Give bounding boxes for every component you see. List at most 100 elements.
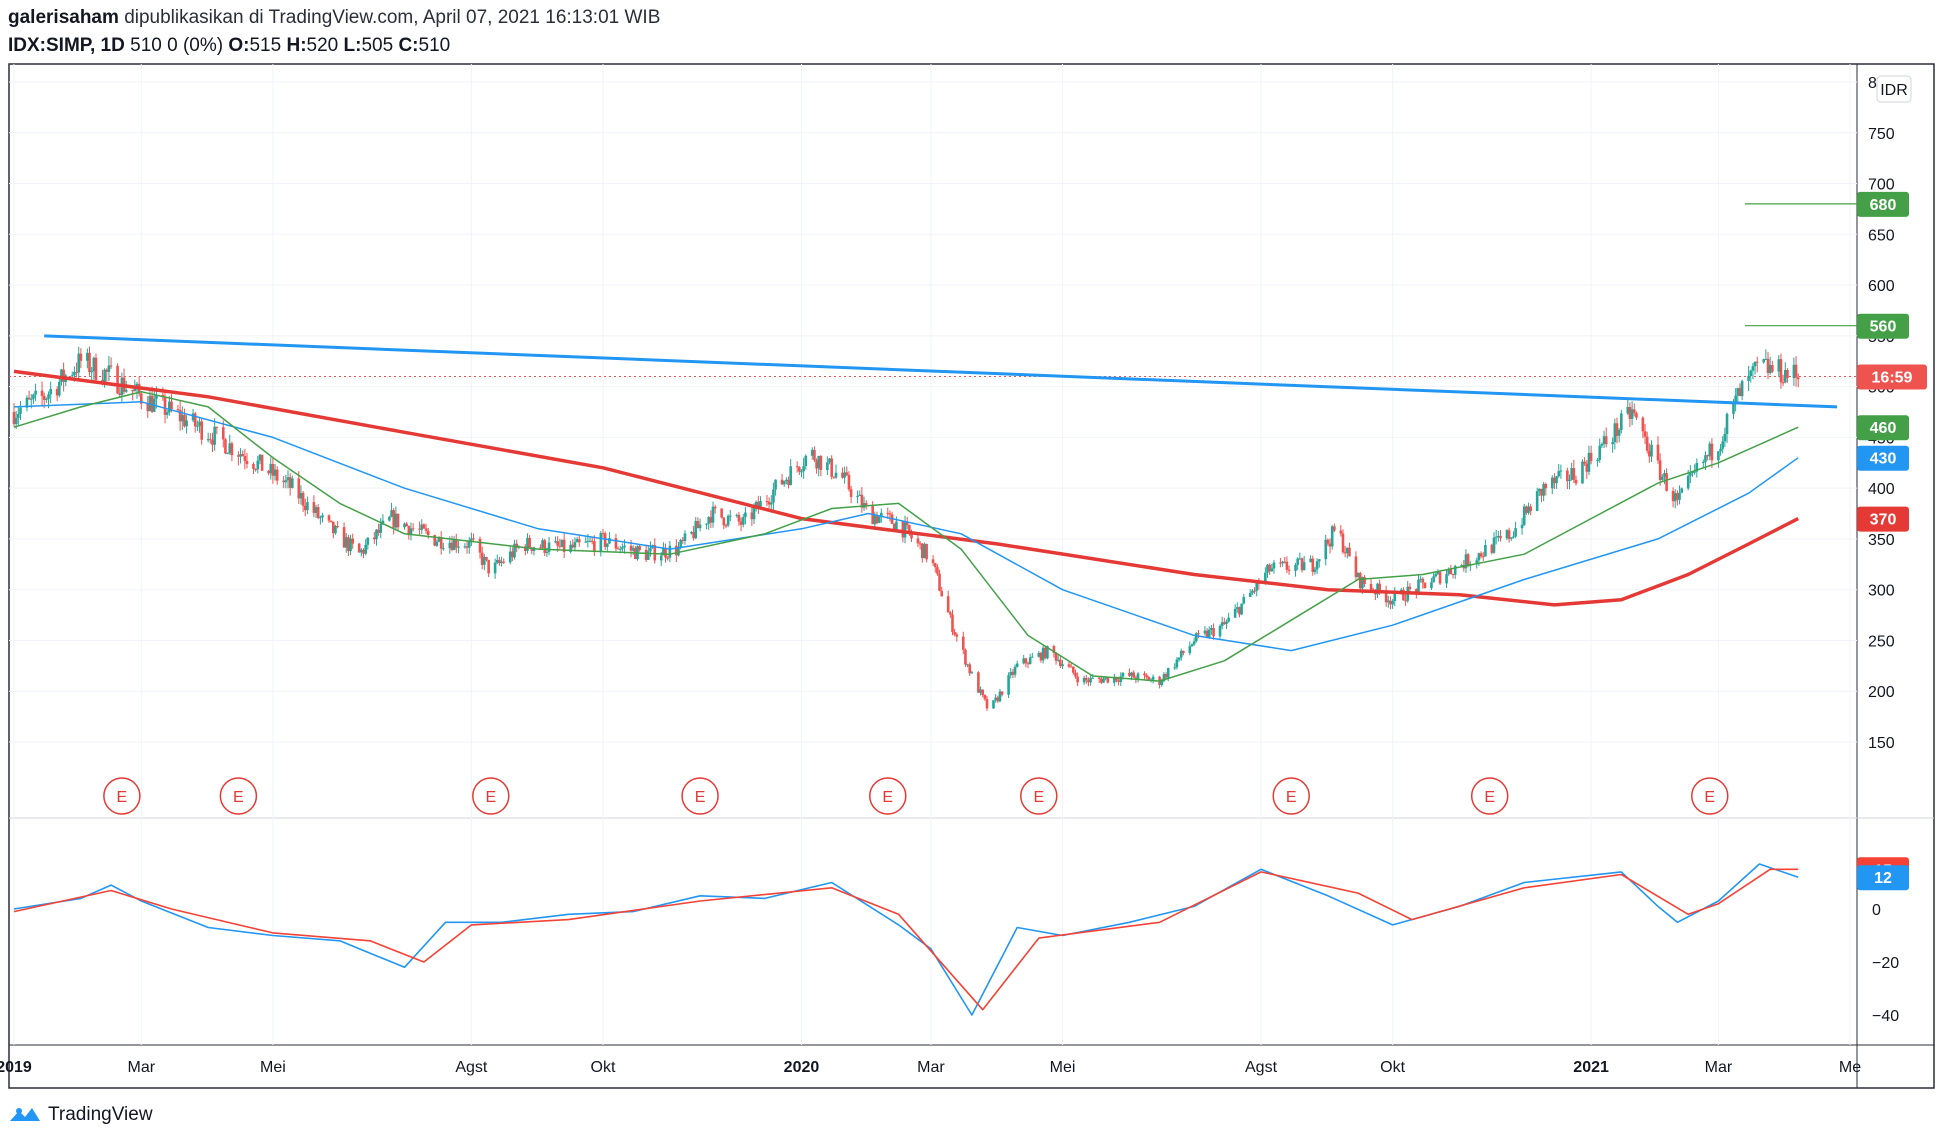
earnings-marker[interactable]: E	[681, 777, 719, 815]
candle-body	[992, 700, 995, 709]
time-tick-label: Agst	[455, 1059, 488, 1076]
footer-brand[interactable]: TradingView	[8, 1104, 153, 1126]
candle-body	[1188, 646, 1192, 654]
earnings-marker[interactable]: E	[1272, 777, 1310, 815]
candle-body	[88, 352, 91, 373]
earnings-marker[interactable]: E	[219, 777, 258, 815]
time-tick-label: Mar	[1705, 1059, 1733, 1076]
candle-body	[1102, 678, 1105, 683]
value-badge-bg	[1857, 415, 1909, 441]
candle-body	[1298, 558, 1302, 560]
candle-body	[1538, 488, 1541, 492]
candle-body	[1220, 622, 1224, 626]
earnings-marker[interactable]: E	[1470, 777, 1509, 815]
candle-body	[631, 548, 635, 551]
candle-body	[258, 454, 262, 461]
candle-body	[1087, 680, 1090, 683]
candle-body	[1673, 493, 1677, 502]
candle-body	[1106, 676, 1110, 683]
candle-body	[314, 507, 318, 513]
candle-body	[1317, 559, 1321, 562]
candle-body	[562, 539, 566, 552]
trendline-layer[interactable]	[44, 334, 1838, 409]
candle-body	[1490, 544, 1494, 553]
candle-body	[875, 515, 879, 523]
earnings-marker[interactable]: E	[103, 777, 141, 815]
candle-body	[299, 492, 303, 499]
candle-body	[1059, 659, 1062, 667]
candle-body	[584, 541, 588, 543]
candle-body	[1415, 589, 1418, 593]
candle-body	[215, 426, 219, 428]
candle-body	[1589, 452, 1593, 462]
candle-body	[1602, 436, 1606, 445]
candle-body	[1084, 677, 1088, 681]
candle-body	[547, 542, 551, 552]
candle-body	[14, 417, 18, 425]
candle-body	[1341, 533, 1345, 553]
candle-body	[606, 543, 609, 547]
candle-body	[1641, 417, 1645, 432]
candle-body	[1067, 664, 1071, 667]
candle-body	[1328, 543, 1332, 547]
candle-body	[282, 480, 285, 483]
candle-body	[879, 512, 883, 517]
candle-body	[892, 523, 896, 531]
candle-body	[726, 516, 730, 526]
candle-body	[1620, 413, 1623, 430]
earnings-marker[interactable]: E	[1020, 777, 1058, 815]
time-tick-label: Me	[1839, 1059, 1861, 1076]
author-name[interactable]: galerisaham	[8, 7, 119, 28]
value-badge-bg	[1857, 191, 1909, 217]
candle-body	[155, 394, 158, 399]
candle-body	[105, 369, 109, 372]
currency-box[interactable]: IDR	[1876, 75, 1912, 103]
candle-body	[817, 456, 821, 469]
candle-body	[1056, 659, 1060, 661]
value-badge-label: 12	[1874, 870, 1892, 887]
earnings-marker[interactable]: E	[869, 777, 907, 815]
candle-body	[1113, 676, 1116, 683]
candle-body	[1613, 423, 1617, 443]
candle-body	[1130, 672, 1133, 676]
candle-body	[502, 561, 506, 563]
candle-body	[800, 471, 803, 473]
candle-body	[845, 472, 849, 475]
time-axis[interactable]: 2019 Mar Mei Agst Okt 2020 Mar Mei Agst Okt 2021 Ma…	[0, 1059, 1861, 1076]
candle-body	[1160, 681, 1164, 686]
earnings-marker[interactable]: E	[472, 777, 510, 815]
candle-body	[752, 507, 756, 520]
candle-body	[1024, 658, 1028, 664]
candle-body	[569, 544, 572, 552]
candle-body	[347, 537, 350, 552]
candle-body	[789, 466, 792, 486]
candle-body	[618, 548, 622, 550]
candle-body	[1587, 452, 1591, 472]
candle-body	[1285, 561, 1289, 570]
chart-header: galerisaham dipublikasikan di TradingVie…	[8, 4, 660, 60]
candle-body	[834, 472, 838, 478]
candle-body	[804, 455, 808, 467]
candle-body	[254, 468, 257, 470]
candle-body	[696, 521, 700, 529]
candle-body	[1266, 564, 1269, 573]
candle-body	[273, 469, 277, 476]
price-tick-label: 300	[1868, 583, 1895, 600]
candle-body	[442, 548, 445, 550]
candle-body	[334, 526, 337, 534]
earnings-label: E	[1704, 789, 1715, 806]
candle-body	[698, 524, 702, 529]
candle-body	[1115, 676, 1118, 681]
candle-body	[1611, 442, 1614, 445]
candle-body	[603, 533, 607, 547]
candle-body	[513, 543, 516, 558]
candle-body	[1052, 646, 1056, 653]
candle-body	[1749, 370, 1753, 376]
earnings-marker[interactable]: E	[1691, 777, 1729, 815]
candle-body	[860, 494, 864, 508]
candle-body	[826, 462, 829, 471]
candle-body	[1704, 455, 1707, 462]
candle-body	[903, 522, 907, 538]
